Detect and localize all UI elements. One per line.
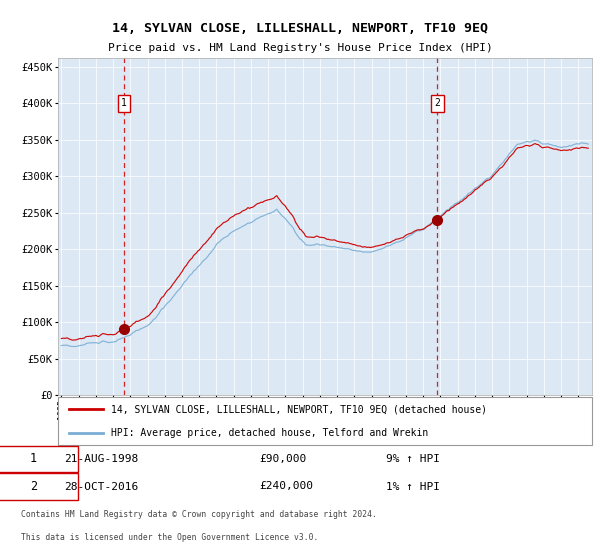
Text: 1% ↑ HPI: 1% ↑ HPI [386, 482, 440, 492]
Text: 9% ↑ HPI: 9% ↑ HPI [386, 454, 440, 464]
Text: 1: 1 [30, 452, 37, 465]
Text: £90,000: £90,000 [260, 454, 307, 464]
Text: Contains HM Land Registry data © Crown copyright and database right 2024.: Contains HM Land Registry data © Crown c… [20, 510, 377, 520]
Text: £240,000: £240,000 [260, 482, 314, 492]
Text: 1: 1 [121, 98, 127, 108]
Text: This data is licensed under the Open Government Licence v3.0.: This data is licensed under the Open Gov… [20, 533, 318, 542]
Text: 2: 2 [30, 480, 37, 493]
Text: Price paid vs. HM Land Registry's House Price Index (HPI): Price paid vs. HM Land Registry's House … [107, 43, 493, 53]
FancyBboxPatch shape [0, 446, 78, 472]
Text: 2: 2 [434, 98, 440, 108]
Text: 21-AUG-1998: 21-AUG-1998 [64, 454, 138, 464]
Text: 14, SYLVAN CLOSE, LILLESHALL, NEWPORT, TF10 9EQ (detached house): 14, SYLVAN CLOSE, LILLESHALL, NEWPORT, T… [112, 404, 487, 414]
Text: 14, SYLVAN CLOSE, LILLESHALL, NEWPORT, TF10 9EQ: 14, SYLVAN CLOSE, LILLESHALL, NEWPORT, T… [112, 21, 488, 35]
Text: HPI: Average price, detached house, Telford and Wrekin: HPI: Average price, detached house, Telf… [112, 428, 428, 438]
Text: 28-OCT-2016: 28-OCT-2016 [64, 482, 138, 492]
FancyBboxPatch shape [0, 473, 78, 500]
FancyBboxPatch shape [58, 397, 592, 445]
